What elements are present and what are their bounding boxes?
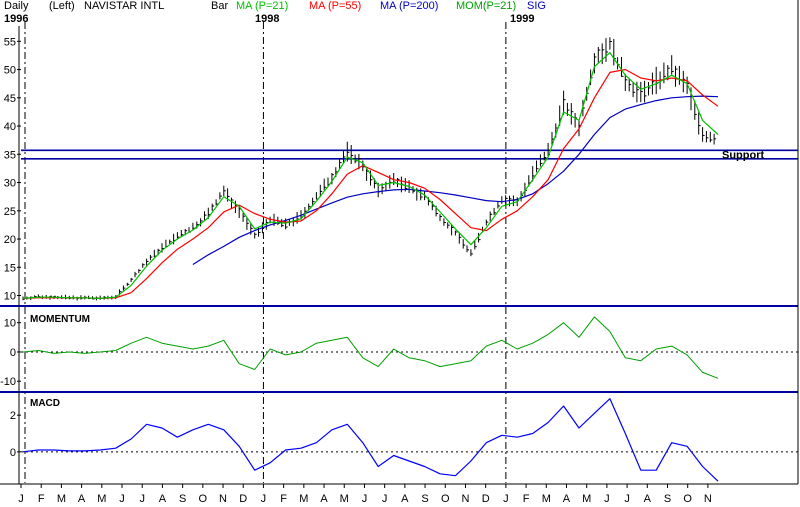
x-tick-label-month: D	[239, 493, 247, 505]
x-tick-label-month: M	[340, 493, 349, 505]
x-tick-label-month: N	[704, 493, 712, 505]
year-label-1996: 1996	[4, 13, 29, 25]
x-tick-label-month: S	[664, 493, 671, 505]
price-y-tick-label: 45	[4, 93, 16, 105]
x-tick-label-month: D	[482, 493, 490, 505]
macd-panel-label: MACD	[30, 398, 60, 409]
momentum-y-tick-label: 0	[10, 347, 16, 359]
bar-label: Bar	[211, 0, 229, 12]
x-tick-label-month: A	[78, 493, 86, 505]
ma55-line	[22, 68, 719, 299]
scale-side-label: (Left)	[49, 0, 75, 12]
price-y-tick-label: 10	[4, 291, 16, 303]
x-tick-label-month: A	[401, 493, 409, 505]
price-y-tick-label: 25	[4, 206, 16, 218]
x-tick-label-month: O	[683, 493, 692, 505]
x-tick-label-month: M	[97, 493, 106, 505]
symbol-label: NAVISTAR INTL	[84, 0, 165, 12]
x-tick-label-month: F	[523, 493, 530, 505]
x-tick-label-month: N	[461, 493, 469, 505]
year-label-1999: 1999	[510, 13, 535, 25]
price-y-tick-label: 50	[4, 65, 16, 77]
x-tick-label-month: J	[139, 493, 145, 505]
x-tick-label-month: J	[624, 493, 630, 505]
legend-mom: MOM(P=21)	[456, 0, 517, 12]
x-tick-label-month: N	[219, 493, 227, 505]
year-label-1998: 1998	[255, 13, 280, 25]
x-tick-label-month: J	[382, 493, 388, 505]
x-tick-label-month: F	[38, 493, 45, 505]
x-tick-label-month: S	[421, 493, 428, 505]
legend-ma55: MA (P=55)	[309, 0, 362, 12]
macd-y-tick-label: 2	[10, 410, 16, 422]
support-label: Support	[722, 150, 764, 162]
momentum-y-tick-label: 10	[4, 318, 16, 330]
x-tick-label-month: A	[320, 493, 328, 505]
period-label: Daily	[4, 0, 29, 12]
price-y-tick-label: 15	[4, 262, 16, 274]
x-tick-label-month: J	[119, 493, 125, 505]
momentum-y-tick-label: -10	[0, 376, 16, 388]
legend-sig: SIG	[527, 0, 546, 12]
legend-ma200: MA (P=200)	[380, 0, 439, 12]
x-tick-label-month: J	[261, 493, 267, 505]
legend-ma21: MA (P=21)	[236, 0, 289, 12]
x-tick-label-month: J	[362, 493, 368, 505]
x-tick-label-month: J	[604, 493, 610, 505]
x-tick-label-month: M	[542, 493, 551, 505]
x-tick-label-month: M	[299, 493, 308, 505]
macd-y-tick-label: 0	[10, 447, 16, 459]
x-tick-label-month: A	[644, 493, 652, 505]
x-tick-label-month: J	[503, 493, 509, 505]
x-tick-label-month: O	[199, 493, 208, 505]
momentum-panel-label: MOMENTUM	[30, 314, 90, 325]
price-y-tick-label: 30	[4, 178, 16, 190]
x-tick-label-month: O	[441, 493, 450, 505]
price-y-tick-label: 35	[4, 149, 16, 161]
price-y-tick-label: 55	[4, 36, 16, 48]
x-tick-label-month: A	[563, 493, 571, 505]
x-tick-label-month: S	[179, 493, 186, 505]
ma200-line	[192, 95, 719, 266]
price-y-tick-label: 20	[4, 234, 16, 246]
x-tick-label-month: M	[57, 493, 66, 505]
x-tick-label-month: J	[18, 493, 24, 505]
ma21-line	[22, 52, 719, 299]
x-tick-label-month: F	[280, 493, 287, 505]
macd-line	[22, 398, 719, 482]
momentum-line	[22, 316, 719, 379]
price-y-tick-label: 40	[4, 121, 16, 133]
x-tick-label-month: A	[159, 493, 167, 505]
x-tick-label-month: M	[582, 493, 591, 505]
